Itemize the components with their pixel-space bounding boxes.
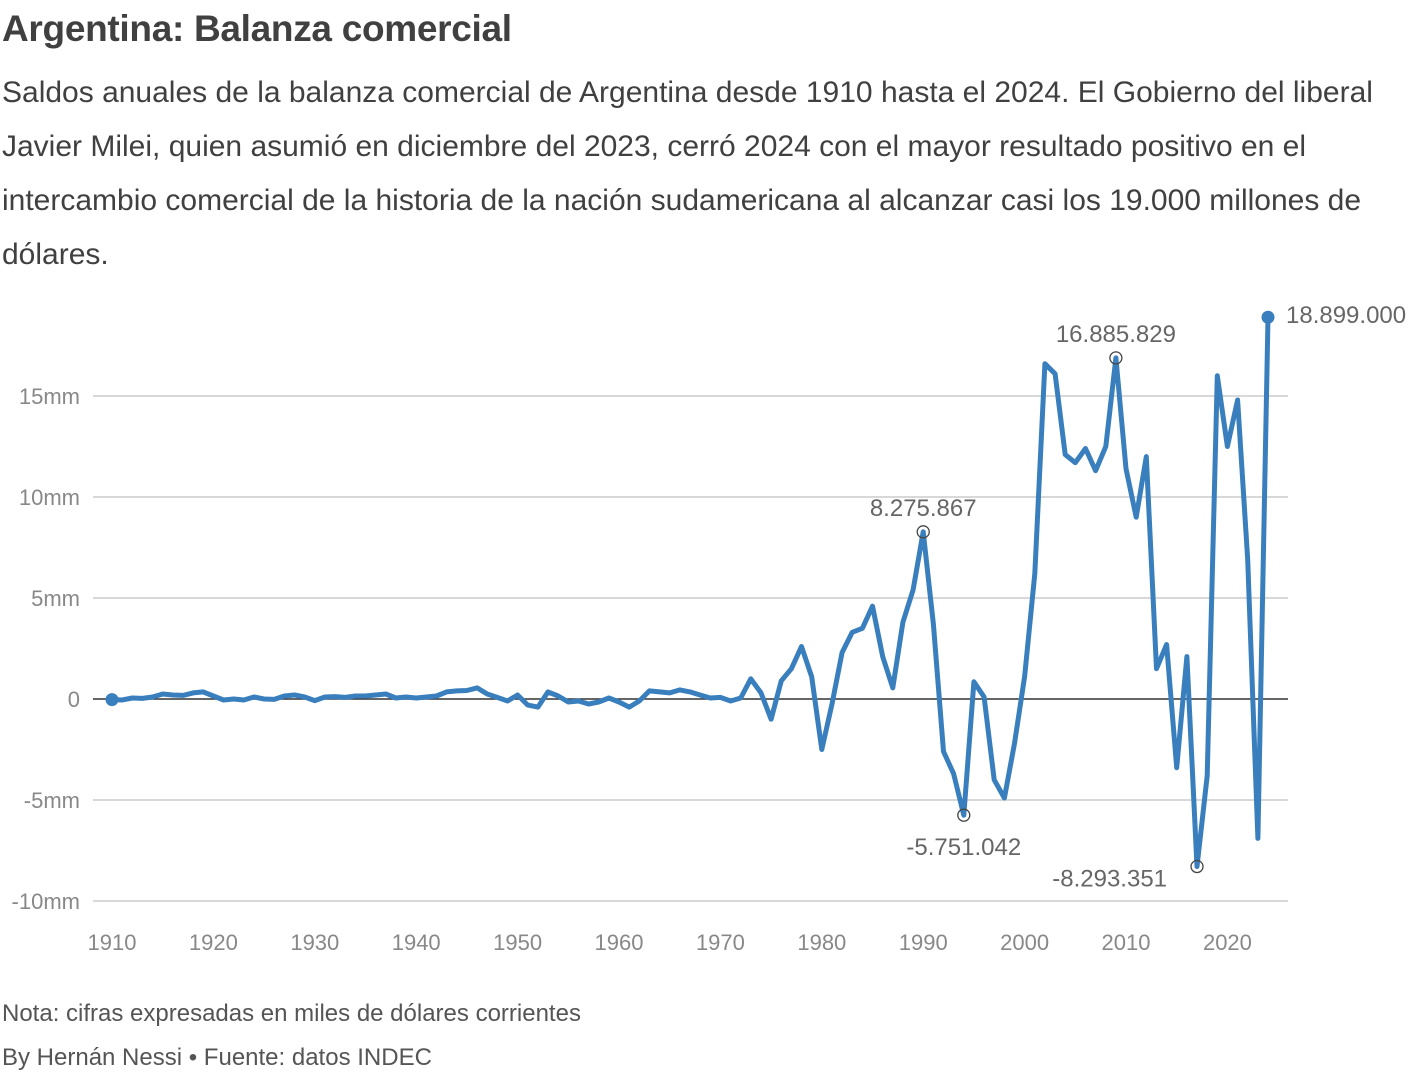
y-tick-label: 10mm	[19, 485, 80, 510]
y-tick-label: -5mm	[24, 788, 80, 813]
annotation-label: 8.275.867	[870, 495, 977, 522]
endpoint-marker	[105, 693, 119, 707]
byline-source: By Hernán Nessi • Fuente: datos INDEC	[2, 1044, 432, 1071]
x-tick-label: 1960	[595, 930, 644, 955]
x-tick-label: 1920	[189, 930, 238, 955]
x-tick-label: 1910	[88, 930, 137, 955]
x-tick-label: 2020	[1203, 930, 1252, 955]
chart-subtitle: Saldos anuales de la balanza comercial d…	[2, 76, 1373, 271]
y-gridlines	[93, 395, 1288, 902]
footnote: Nota: cifras expresadas en miles de dóla…	[2, 1000, 581, 1027]
annotation-marker	[916, 525, 930, 539]
series-line	[109, 314, 1271, 869]
x-tick-label: 1940	[392, 930, 441, 955]
x-tick-label: 2010	[1102, 930, 1151, 955]
annotations-layer: 8.275.867 -5.751.042 16.885.829 -8.293.351 1…	[105, 302, 1406, 893]
y-axis-tick-labels: 15mm 10mm 5mm 0 -5mm -10mm	[12, 384, 80, 914]
y-tick-label: 5mm	[31, 586, 80, 611]
annotation-marker	[1190, 859, 1204, 874]
x-tick-label: 2000	[1000, 930, 1049, 955]
annotation-marker	[957, 808, 971, 822]
x-axis-tick-labels: 1910 1920 1930 1940 1950 1960 1970 1980 1990 2000…	[88, 930, 1252, 955]
y-tick-label: 15mm	[19, 384, 80, 409]
x-tick-label: 1990	[899, 930, 948, 955]
y-tick-label: -10mm	[12, 889, 80, 914]
x-tick-label: 1970	[696, 930, 745, 955]
annotation-marker	[1109, 351, 1123, 365]
annotation-label: -5.751.042	[906, 834, 1021, 861]
annotation-label: -8.293.351	[1052, 866, 1167, 893]
endpoint-marker	[1261, 310, 1275, 324]
x-tick-label: 1930	[290, 930, 339, 955]
series-layer	[109, 314, 1271, 869]
page-title: Argentina: Balanza comercial	[2, 8, 512, 49]
annotation-label: 16.885.829	[1056, 321, 1176, 348]
x-tick-label: 1950	[493, 930, 542, 955]
y-tick-label: 0	[68, 687, 80, 712]
annotation-label: 18.899.000	[1286, 302, 1406, 329]
x-tick-label: 1980	[797, 930, 846, 955]
